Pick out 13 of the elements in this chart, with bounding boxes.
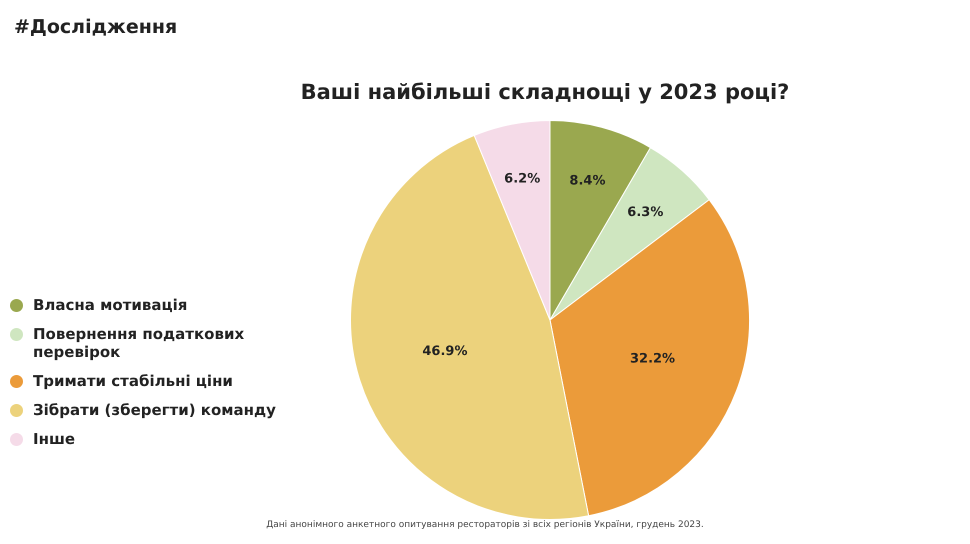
data-label: 8.4% [569,174,606,189]
legend-label: Повернення податкових перевірок [33,325,246,361]
legend-label: Власна мотивація [33,296,188,314]
data-label: 46.9% [422,344,468,359]
data-label: 32.2% [630,351,676,366]
chart-subtitle: #Дослідження [14,16,178,38]
legend-label: Інше [33,430,76,448]
data-label: 6.3% [627,204,664,220]
legend-label: Зібрати (зберегти) команду [33,401,276,419]
text: Дані анонімного анкетного опитування рестораторів зі всіх регіонів України, грудень 2023. [265,520,705,530]
data-label: 6.2% [504,171,540,186]
legend-label: Тримати стабільні ціни [33,372,233,390]
chart-title: Ваші найбільші складнощі у 2023 році? [300,80,790,104]
